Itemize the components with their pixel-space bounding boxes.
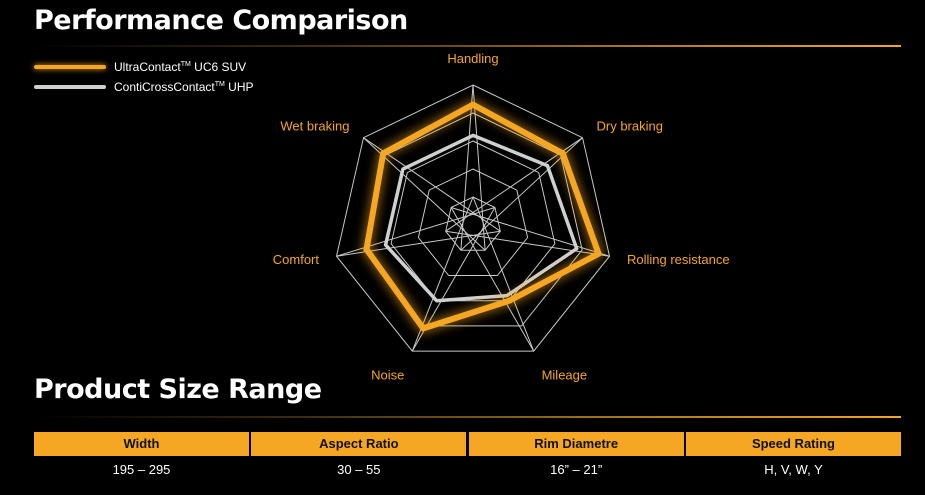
grid-ring-3 xyxy=(390,140,556,302)
size-table: Width Aspect Ratio Rim Diametre Speed Ra… xyxy=(34,432,901,484)
series-line-1 xyxy=(363,101,602,332)
axis-label-rolling-resistance: Rolling resistance xyxy=(627,252,730,267)
size-range-title: Product Size Range xyxy=(34,374,322,405)
size-table-row: 195 – 295 30 – 55 16” – 21” H, V, W, Y xyxy=(34,456,901,484)
axis-label-noise: Noise xyxy=(371,367,404,382)
value-width: 195 – 295 xyxy=(112,462,171,477)
axis-label-mileage: Mileage xyxy=(542,367,588,382)
legend-label-conticrosscontact: ContiCrossContactTM UHP xyxy=(114,80,254,94)
header-aspect-ratio: Aspect Ratio xyxy=(251,432,467,456)
value-rim-diametre: 16” – 21” xyxy=(550,462,603,477)
grid-ring-2 xyxy=(417,168,529,276)
grid-ring-1 xyxy=(445,196,501,251)
legend-swatch-ultracontact xyxy=(34,65,106,69)
legend-swatch-conticrosscontact xyxy=(34,85,106,89)
size-table-header: Width Aspect Ratio Rim Diametre Speed Ra… xyxy=(34,432,901,456)
performance-title: Performance Comparison xyxy=(34,5,408,36)
header-width: Width xyxy=(34,432,249,456)
header-speed-rating: Speed Rating xyxy=(685,432,901,456)
axis-label-comfort: Comfort xyxy=(273,252,320,267)
grid-ring-5 xyxy=(335,84,611,352)
axis-label-dry-braking: Dry braking xyxy=(597,119,663,134)
axis-label-wet-braking: Wet braking xyxy=(280,119,349,134)
series-line-2 xyxy=(383,133,579,303)
chart-legend: UltraContactTM UC6 SUV ContiCrossContact… xyxy=(34,57,254,97)
axis-label-handling: Handling xyxy=(447,51,498,66)
grid-spoke-alt-6 xyxy=(336,230,501,257)
legend-label-ultracontact: UltraContactTM UC6 SUV xyxy=(114,60,247,74)
value-aspect-ratio: 30 – 55 xyxy=(337,462,381,477)
header-rim-diametre: Rim Diametre xyxy=(468,432,684,456)
grid-spoke-alt-4 xyxy=(472,196,535,352)
legend-item-ultracontact: UltraContactTM UC6 SUV xyxy=(34,57,254,77)
value-speed-rating: H, V, W, Y xyxy=(764,462,823,477)
title-divider xyxy=(34,45,901,47)
grid-spoke-3 xyxy=(445,230,610,257)
legend-item-conticrosscontact: ContiCrossContactTM UHP xyxy=(34,77,254,97)
size-divider xyxy=(34,416,901,418)
